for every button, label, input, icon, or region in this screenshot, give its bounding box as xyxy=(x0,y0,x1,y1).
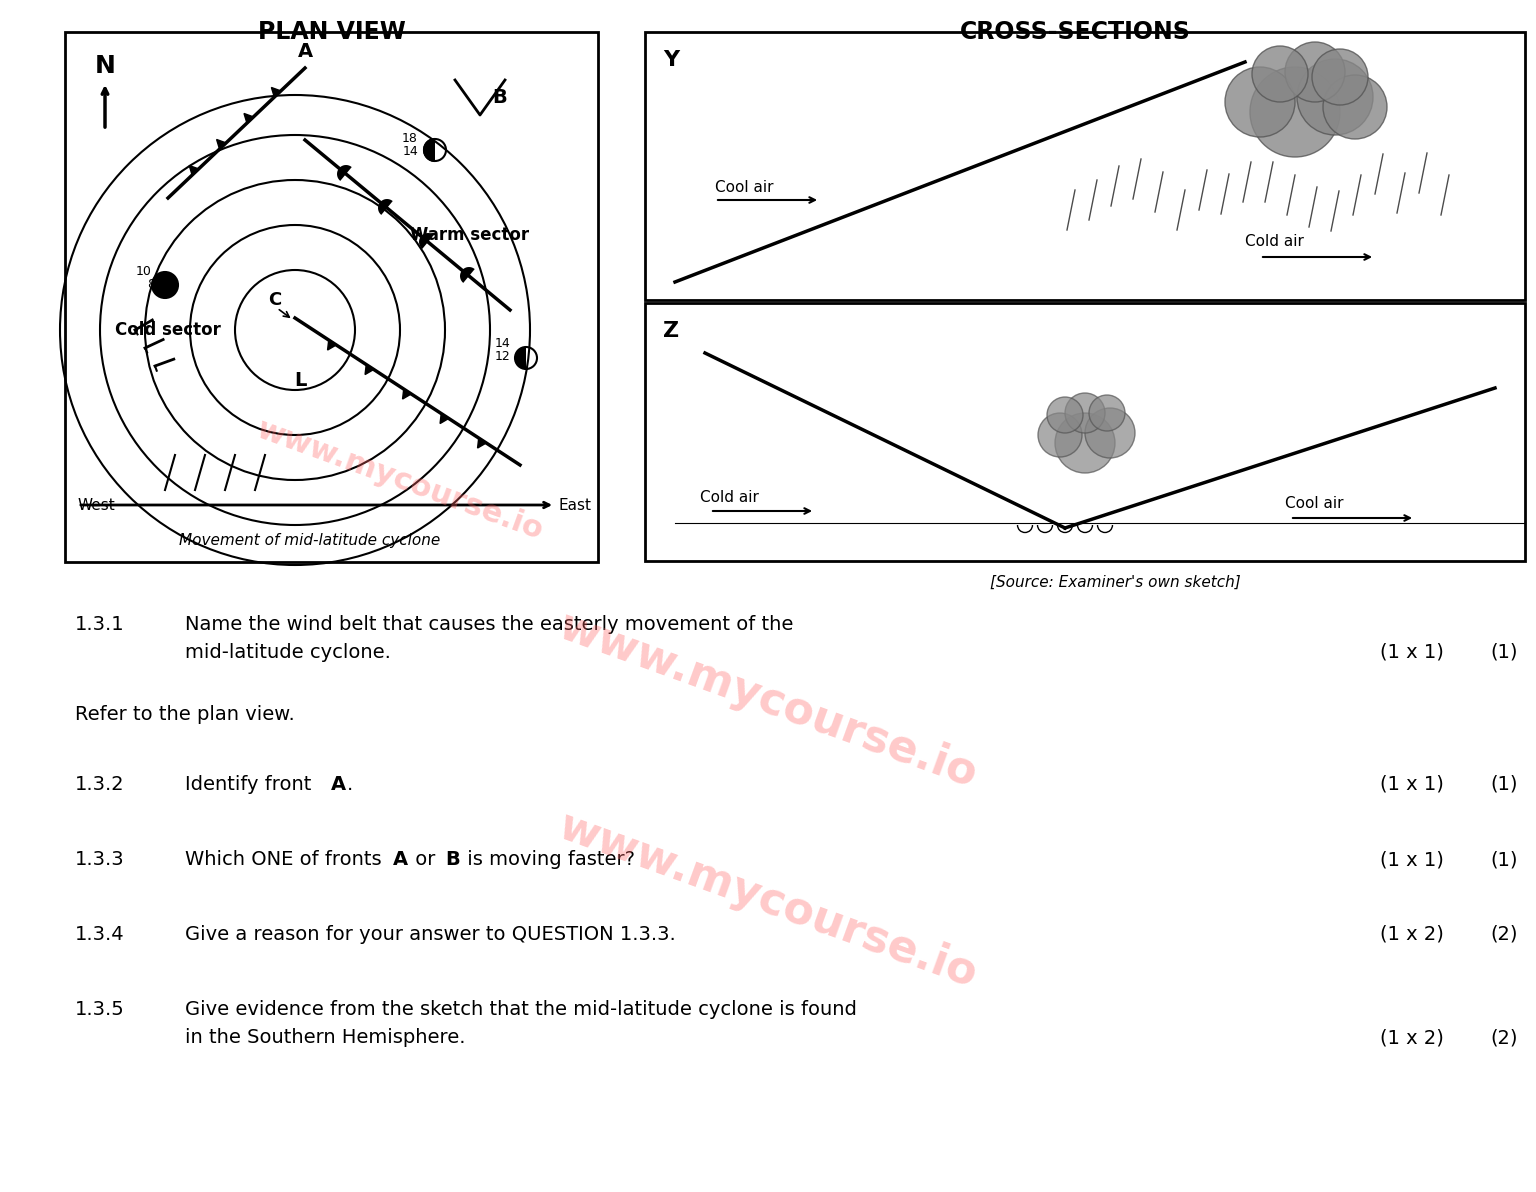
Text: Identify front: Identify front xyxy=(184,775,318,794)
Text: Which ONE of fronts: Which ONE of fronts xyxy=(184,850,389,869)
Text: (2): (2) xyxy=(1490,1028,1518,1047)
Text: (1 x 2): (1 x 2) xyxy=(1379,925,1444,944)
Polygon shape xyxy=(327,340,336,350)
Polygon shape xyxy=(515,347,525,370)
Text: Cool air: Cool air xyxy=(714,180,774,194)
Text: 1.3.5: 1.3.5 xyxy=(75,1000,124,1019)
Text: Cold air: Cold air xyxy=(1246,235,1304,249)
Polygon shape xyxy=(378,199,393,215)
Polygon shape xyxy=(217,139,226,149)
Text: 14: 14 xyxy=(402,145,418,159)
Text: PLAN VIEW: PLAN VIEW xyxy=(258,20,406,44)
Text: East: East xyxy=(558,497,591,513)
Text: N: N xyxy=(95,54,115,77)
Polygon shape xyxy=(366,365,373,374)
Text: (1): (1) xyxy=(1490,642,1518,662)
Text: 1.3.3: 1.3.3 xyxy=(75,850,124,869)
Bar xyxy=(65,32,598,561)
Text: Warm sector: Warm sector xyxy=(410,226,528,244)
Circle shape xyxy=(1312,49,1369,105)
Polygon shape xyxy=(419,232,433,249)
Text: 8: 8 xyxy=(147,278,155,291)
Text: (1 x 1): (1 x 1) xyxy=(1379,850,1444,869)
Circle shape xyxy=(1064,393,1104,433)
Text: is moving faster?: is moving faster? xyxy=(461,850,634,869)
Text: 1.3.1: 1.3.1 xyxy=(75,615,124,634)
Text: A: A xyxy=(298,42,312,61)
Text: A: A xyxy=(330,775,346,794)
Text: mid-latitude cyclone.: mid-latitude cyclone. xyxy=(184,642,390,662)
Text: L: L xyxy=(293,371,306,390)
Text: (1 x 1): (1 x 1) xyxy=(1379,642,1444,662)
Text: in the Southern Hemisphere.: in the Southern Hemisphere. xyxy=(184,1028,465,1047)
Text: Give evidence from the sketch that the mid-latitude cyclone is found: Give evidence from the sketch that the m… xyxy=(184,1000,857,1019)
Circle shape xyxy=(1296,58,1373,135)
Polygon shape xyxy=(402,389,412,399)
Circle shape xyxy=(1252,46,1309,103)
Polygon shape xyxy=(336,164,352,181)
Polygon shape xyxy=(478,437,487,448)
Circle shape xyxy=(1055,412,1115,473)
Text: B: B xyxy=(445,850,459,869)
Text: 14: 14 xyxy=(495,337,510,350)
Text: or: or xyxy=(409,850,442,869)
Text: Cold air: Cold air xyxy=(700,490,759,505)
Bar xyxy=(645,303,1525,561)
Text: [Source: Examiner's own sketch]: [Source: Examiner's own sketch] xyxy=(989,575,1241,590)
Circle shape xyxy=(1084,408,1135,458)
Text: C: C xyxy=(269,291,281,309)
Text: Name the wind belt that causes the easterly movement of the: Name the wind belt that causes the easte… xyxy=(184,615,794,634)
Text: (1): (1) xyxy=(1490,850,1518,869)
Circle shape xyxy=(1286,42,1346,103)
Polygon shape xyxy=(459,267,475,283)
Text: CROSS-SECTIONS: CROSS-SECTIONS xyxy=(960,20,1190,44)
Text: (1 x 2): (1 x 2) xyxy=(1379,1028,1444,1047)
Text: 10: 10 xyxy=(137,265,152,278)
Circle shape xyxy=(1226,67,1295,137)
Text: Y: Y xyxy=(664,50,679,70)
Text: Z: Z xyxy=(664,321,679,341)
Text: www.mycourse.io: www.mycourse.io xyxy=(553,805,983,995)
Text: A: A xyxy=(393,850,409,869)
Text: 1.3.4: 1.3.4 xyxy=(75,925,124,944)
Text: 18: 18 xyxy=(402,132,418,145)
Text: West: West xyxy=(78,497,115,513)
Text: www.mycourse.io: www.mycourse.io xyxy=(553,604,983,796)
Polygon shape xyxy=(272,87,281,97)
Polygon shape xyxy=(244,113,253,123)
Text: Refer to the plan view.: Refer to the plan view. xyxy=(75,704,295,724)
Text: Give a reason for your answer to QUESTION 1.3.3.: Give a reason for your answer to QUESTIO… xyxy=(184,925,676,944)
Polygon shape xyxy=(424,139,435,161)
Text: 1.3.2: 1.3.2 xyxy=(75,775,124,794)
Text: .: . xyxy=(347,775,353,794)
Text: Movement of mid-latitude cyclone: Movement of mid-latitude cyclone xyxy=(180,533,441,548)
Circle shape xyxy=(1322,75,1387,139)
Circle shape xyxy=(1048,397,1083,433)
Text: Cold sector: Cold sector xyxy=(115,321,221,339)
Text: 12: 12 xyxy=(495,350,510,364)
Polygon shape xyxy=(441,414,449,423)
Text: (1 x 1): (1 x 1) xyxy=(1379,775,1444,794)
Text: (2): (2) xyxy=(1490,925,1518,944)
Circle shape xyxy=(1250,67,1339,157)
Text: Cool air: Cool air xyxy=(1286,496,1344,510)
Circle shape xyxy=(1038,412,1081,457)
Text: www.mycourse.io: www.mycourse.io xyxy=(253,415,547,546)
Circle shape xyxy=(152,272,178,298)
Polygon shape xyxy=(189,166,198,175)
Bar xyxy=(645,32,1525,300)
Text: B: B xyxy=(493,88,507,107)
Circle shape xyxy=(1089,395,1124,432)
Text: (1): (1) xyxy=(1490,775,1518,794)
